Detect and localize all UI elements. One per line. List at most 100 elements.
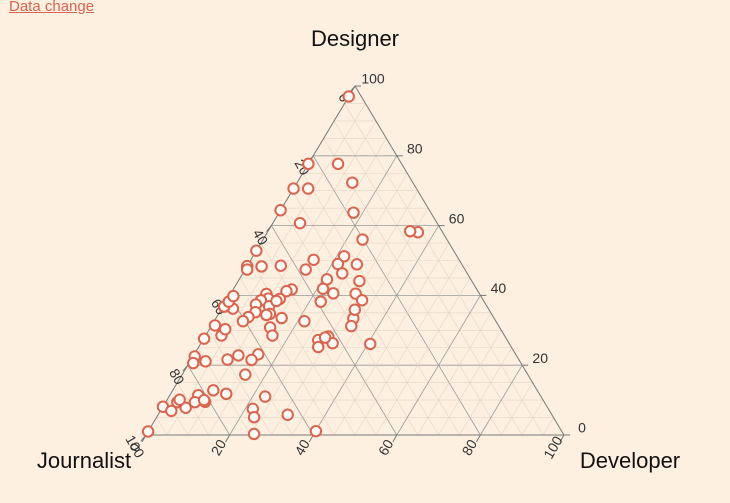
tick-mark [225,434,231,443]
grid-line [396,295,481,436]
grid-line [375,277,471,436]
tick-mark [559,434,565,443]
tick-mark [182,364,189,372]
journalist-tick-label: 80 [166,366,188,388]
data-point[interactable] [301,182,315,195]
data-point[interactable] [298,315,311,328]
data-point[interactable] [355,294,369,307]
data-point[interactable] [312,340,325,354]
grid-line [542,417,554,436]
apex-label-designer: Designer [311,26,399,51]
data-point[interactable] [309,424,323,438]
data-point[interactable] [250,244,263,257]
data-point[interactable] [293,216,307,230]
data-point[interactable] [274,259,288,272]
left-edge [145,85,356,436]
grid-line [354,260,460,436]
data-point[interactable] [302,157,315,171]
data-point[interactable] [245,353,258,367]
grid-line [501,382,533,436]
data-point[interactable] [232,349,245,362]
data-point[interactable] [316,282,330,295]
data-point[interactable] [346,176,359,189]
data-point[interactable] [327,287,340,300]
grid-line [208,330,272,436]
grid-line [302,173,460,436]
grid-line [438,330,502,436]
grid-line [218,312,293,436]
data-point[interactable] [208,319,222,332]
data-point[interactable] [274,204,287,217]
grid-line [333,242,450,436]
grid-line [156,417,168,436]
data-point[interactable] [239,368,252,381]
data-point[interactable] [350,258,364,271]
data-point[interactable] [197,393,211,407]
data-point[interactable] [247,411,261,424]
data-point[interactable] [187,356,200,370]
journalist-tick-label: 40 [250,226,272,248]
data-point[interactable] [260,308,273,322]
data-point[interactable] [336,267,349,280]
data-point[interactable] [318,331,332,344]
data-point[interactable] [258,390,272,403]
data-point[interactable] [364,337,377,351]
data-point[interactable] [348,303,361,316]
data-point[interactable] [307,253,320,267]
data-change-link[interactable]: Data change [9,0,95,15]
data-point[interactable] [165,404,178,418]
developer-tick-label: 40 [291,436,313,458]
data-point[interactable] [270,294,283,308]
data-point[interactable] [314,295,327,308]
data-point[interactable] [347,206,360,219]
data-point[interactable] [353,274,366,288]
data-point[interactable] [299,263,312,276]
data-point[interactable] [173,393,186,406]
data-point[interactable] [179,401,192,414]
data-point[interactable] [236,315,250,328]
data-point[interactable] [342,90,355,103]
data-point[interactable] [281,408,294,421]
tick-mark [475,434,481,443]
developer-tick-label: 60 [375,436,397,458]
data-point[interactable] [337,250,351,263]
grid-line [208,138,387,436]
data-points [141,90,425,441]
tick-labels: 000202020404040606060808080100100100 [122,71,586,462]
data-point[interactable] [247,427,261,441]
data-point[interactable] [207,384,220,397]
designer-tick-label: 100 [361,71,385,87]
data-point[interactable] [141,425,155,438]
apex-label-journalist: Journalist [37,448,131,473]
grid-line [292,207,429,436]
data-point[interactable] [199,355,212,368]
developer-tick-label: 80 [458,436,480,458]
data-point[interactable] [219,323,232,336]
data-point[interactable] [197,332,211,345]
data-point[interactable] [345,319,358,333]
data-point[interactable] [403,224,417,238]
ternary-frame [145,85,565,436]
grid-line [417,312,492,436]
grid-line [459,347,513,436]
data-point[interactable] [280,285,293,298]
data-point[interactable] [266,329,279,342]
data-point[interactable] [356,233,369,246]
tick-mark [392,434,398,443]
grid-line [177,382,209,436]
data-point[interactable] [331,157,345,171]
developer-tick-label: 100 [540,433,566,461]
data-point[interactable] [240,263,254,276]
grid-line [480,364,523,436]
designer-tick-label: 20 [532,350,548,366]
data-point[interactable] [255,260,268,273]
data-point[interactable] [275,311,288,325]
data-point[interactable] [220,387,233,401]
data-point[interactable] [287,182,300,195]
data-point[interactable] [221,353,234,366]
developer-tick-label: 20 [208,436,230,458]
grid-line [344,103,544,436]
designer-tick-label: 40 [491,280,507,296]
data-point[interactable] [227,289,240,303]
